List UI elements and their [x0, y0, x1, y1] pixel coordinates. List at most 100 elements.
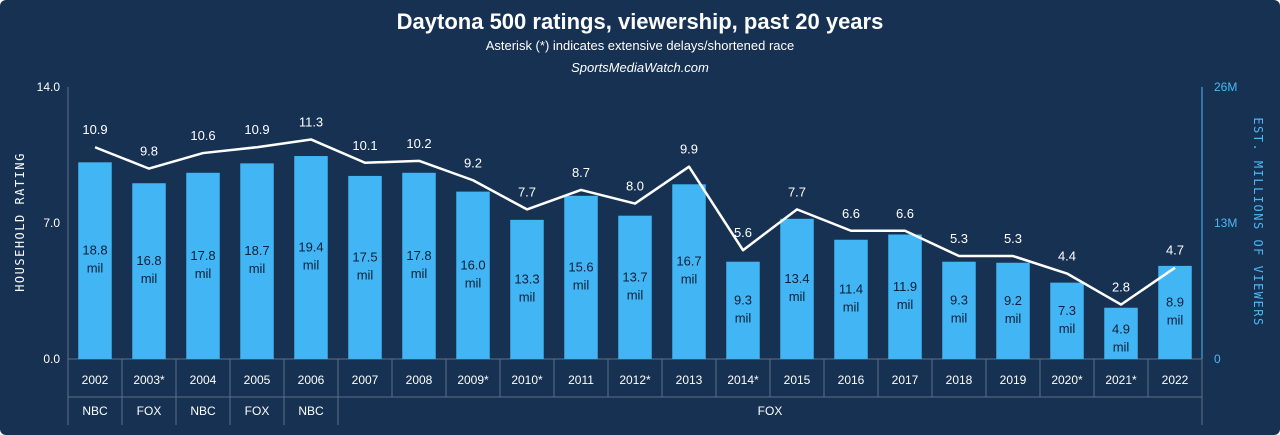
network-label: NBC	[82, 404, 108, 418]
rating-label: 9.2	[464, 155, 482, 170]
viewers-bar	[240, 163, 274, 359]
viewers-bar-unit: mil	[1113, 340, 1130, 355]
viewers-bar	[888, 234, 922, 359]
network-label: FOX	[137, 404, 162, 418]
viewers-bar-value: 16.7	[676, 254, 701, 269]
viewers-bar	[1050, 282, 1084, 359]
viewers-bar-unit: mil	[465, 275, 482, 290]
viewers-bar	[942, 261, 976, 359]
x-category-label: 2007	[352, 373, 379, 387]
x-category-label: 2015	[784, 373, 811, 387]
viewers-bar-unit: mil	[357, 267, 374, 282]
y-axis-left-label: HOUSEHOLD RATING	[13, 152, 27, 292]
viewers-bar	[618, 215, 652, 359]
rating-label: 6.6	[896, 206, 914, 221]
viewers-bar-value: 9.3	[734, 292, 752, 307]
y-left-tick-label: 7.0	[43, 216, 60, 230]
y-left-tick-label: 14.0	[37, 80, 61, 94]
viewers-bar-unit: mil	[411, 266, 428, 281]
rating-label: 10.6	[190, 128, 215, 143]
y-left-tick-label: 0.0	[43, 352, 60, 366]
x-category-label: 2010*	[511, 373, 543, 387]
x-category-label: 2014*	[727, 373, 759, 387]
viewers-bar-value: 9.2	[1004, 293, 1022, 308]
rating-label: 7.7	[518, 184, 536, 199]
rating-label: 9.9	[680, 142, 698, 157]
x-category-label: 2021*	[1105, 373, 1137, 387]
x-category-label: 2004	[190, 373, 217, 387]
viewers-bar	[996, 262, 1030, 359]
viewers-bar	[1158, 265, 1192, 359]
viewers-bar-value: 4.9	[1112, 322, 1130, 337]
rating-label: 10.2	[406, 136, 431, 151]
viewers-bar-unit: mil	[627, 287, 644, 302]
viewers-bar	[834, 239, 868, 359]
viewers-bar-unit: mil	[843, 299, 860, 314]
x-category-label: 2012*	[619, 373, 651, 387]
viewers-bar-value: 13.3	[514, 271, 539, 286]
viewers-bar-unit: mil	[1059, 321, 1076, 336]
rating-label: 8.0	[626, 179, 644, 194]
line-group: 10.9 9.8 10.6 10.9 11.3 10.1 10.2 9.2 7.7 8.7 8.0 9…	[82, 114, 1184, 306]
x-category-label: 2002	[82, 373, 109, 387]
viewers-bar-value: 15.6	[568, 259, 593, 274]
viewers-bar	[78, 162, 112, 359]
viewers-bar-unit: mil	[1005, 311, 1022, 326]
viewers-bar	[510, 219, 544, 359]
x-category-label: 2005	[244, 373, 271, 387]
viewers-bar-value: 11.4	[839, 281, 863, 296]
viewers-bar	[726, 261, 760, 359]
x-category-label: 2017	[892, 373, 919, 387]
x-category-label: 2006	[298, 373, 325, 387]
x-category-label: 2018	[946, 373, 973, 387]
viewers-bar-value: 19.4	[298, 240, 323, 255]
viewers-bar	[456, 191, 490, 359]
x-category-label: 2003*	[133, 373, 165, 387]
viewers-bar-unit: mil	[735, 310, 752, 325]
viewers-bar-unit: mil	[141, 271, 158, 286]
viewers-bar-unit: mil	[681, 272, 698, 287]
viewers-bar	[402, 172, 436, 359]
chart-subtitle: Asterisk (*) indicates extensive delays/…	[486, 38, 795, 53]
viewers-bar	[294, 156, 328, 359]
x-category-label: 2011	[568, 373, 594, 387]
rating-label: 10.9	[244, 122, 269, 137]
x-axis-group: 2002 2003* 2004 2005 2006 2007 2008 2009* 2010* 2…	[67, 359, 1203, 425]
rating-label: 10.1	[352, 138, 377, 153]
rating-label: 5.6	[734, 225, 752, 240]
viewers-bar-value: 9.3	[950, 292, 968, 307]
rating-line	[94, 138, 1176, 306]
y-right-tick-label: 26M	[1214, 80, 1237, 94]
viewers-bar-value: 13.7	[622, 269, 647, 284]
viewers-bar-value: 7.3	[1058, 303, 1076, 318]
viewers-bar-unit: mil	[897, 297, 914, 312]
y-axis-right-label: EST. MILLIONS OF VIEWERS	[1251, 117, 1265, 326]
x-category-label: 2008	[406, 373, 433, 387]
viewers-bar-unit: mil	[519, 289, 536, 304]
x-category-label: 2013	[676, 373, 703, 387]
viewers-bar-unit: mil	[789, 289, 806, 304]
viewers-bar-unit: mil	[573, 277, 590, 292]
viewers-bar-value: 17.5	[352, 249, 377, 264]
viewers-bar-value: 11.9	[893, 279, 917, 294]
x-category-label: 2016	[838, 373, 865, 387]
y-right-tick-label: 13M	[1214, 216, 1237, 230]
viewers-bar	[564, 195, 598, 359]
viewers-bar-value: 16.8	[136, 253, 161, 268]
chart-title: Daytona 500 ratings, viewership, past 20…	[397, 9, 884, 34]
rating-label: 4.4	[1058, 249, 1076, 264]
viewers-bar-value: 18.7	[244, 243, 269, 258]
viewers-bar-value: 17.8	[190, 248, 215, 263]
viewers-bar	[132, 183, 166, 359]
viewers-bar-unit: mil	[1167, 312, 1184, 327]
network-label: FOX	[245, 404, 270, 418]
network-label: FOX	[758, 404, 783, 418]
viewers-bar-value: 8.9	[1166, 294, 1184, 309]
viewers-bar-value: 17.8	[406, 248, 431, 263]
rating-label: 10.9	[82, 122, 107, 137]
viewers-bar-value: 13.4	[784, 271, 809, 286]
rating-label: 2.8	[1112, 280, 1130, 295]
x-category-label: 2009*	[457, 373, 489, 387]
